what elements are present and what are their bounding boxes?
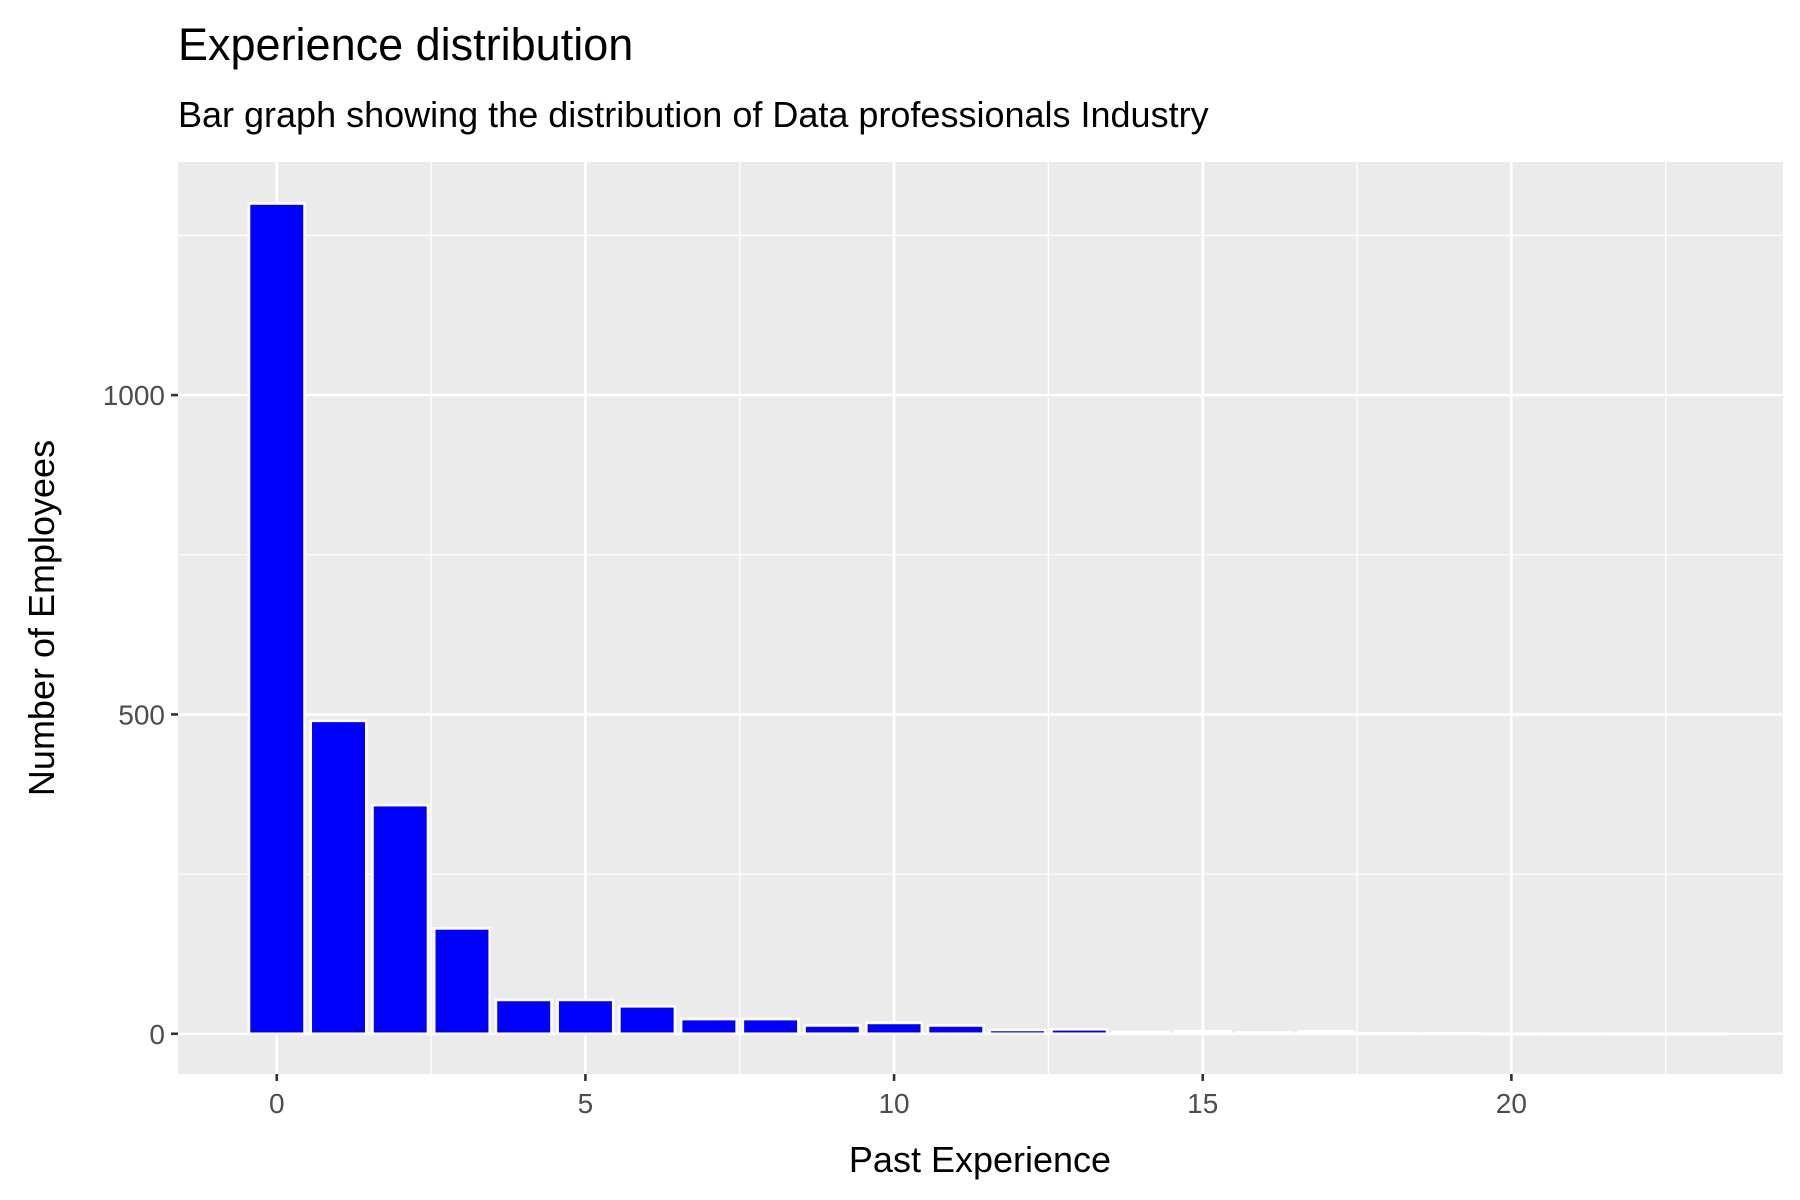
bar-x-14 xyxy=(1111,1030,1171,1036)
bar-x-8 xyxy=(741,1017,800,1036)
bar-x-18 xyxy=(1358,1031,1418,1036)
bar-x-3 xyxy=(432,927,492,1036)
bar-x-6 xyxy=(618,1005,677,1036)
x-tick-label: 20 xyxy=(1496,1088,1527,1119)
bar-x-19 xyxy=(1420,1031,1479,1036)
bar-x-20 xyxy=(1482,1032,1541,1036)
bar-x-4 xyxy=(494,998,553,1036)
bar-x-10 xyxy=(864,1021,924,1036)
y-tick-label: 500 xyxy=(118,699,165,730)
bar-x-21 xyxy=(1544,1032,1603,1036)
plot-panel xyxy=(178,162,1783,1074)
bar-x-9 xyxy=(803,1024,862,1036)
bar-x-1 xyxy=(309,719,368,1036)
bar-x-2 xyxy=(371,803,430,1036)
bar-x-0 xyxy=(247,202,306,1036)
bar-x-12 xyxy=(988,1028,1047,1036)
x-axis: 0 5 10 15 20 xyxy=(269,1074,1527,1119)
bar-x-13 xyxy=(1050,1027,1109,1036)
bar-x-17 xyxy=(1297,1029,1356,1036)
chart-title: Experience distribution xyxy=(178,19,634,70)
y-tick-label: 1000 xyxy=(103,380,165,411)
chart-subtitle: Bar graph showing the distribution of Da… xyxy=(178,94,1209,135)
bar-x-23 xyxy=(1667,1032,1726,1036)
bar-x-22 xyxy=(1605,1032,1664,1036)
bar-x-15 xyxy=(1173,1029,1232,1036)
x-tick-label: 15 xyxy=(1187,1088,1218,1119)
bar-x-11 xyxy=(926,1024,985,1036)
y-tick-label: 0 xyxy=(149,1019,165,1050)
y-axis: 0 500 1000 xyxy=(103,380,178,1050)
bar-x-16 xyxy=(1235,1031,1294,1036)
x-tick-label: 0 xyxy=(269,1088,285,1119)
y-axis-title: Number of Employees xyxy=(21,440,62,796)
x-axis-title: Past Experience xyxy=(849,1139,1111,1180)
bars xyxy=(247,202,1726,1036)
x-tick-label: 5 xyxy=(578,1088,594,1119)
bar-x-5 xyxy=(556,998,615,1036)
bar-x-7 xyxy=(679,1017,738,1036)
x-tick-label: 10 xyxy=(878,1088,909,1119)
